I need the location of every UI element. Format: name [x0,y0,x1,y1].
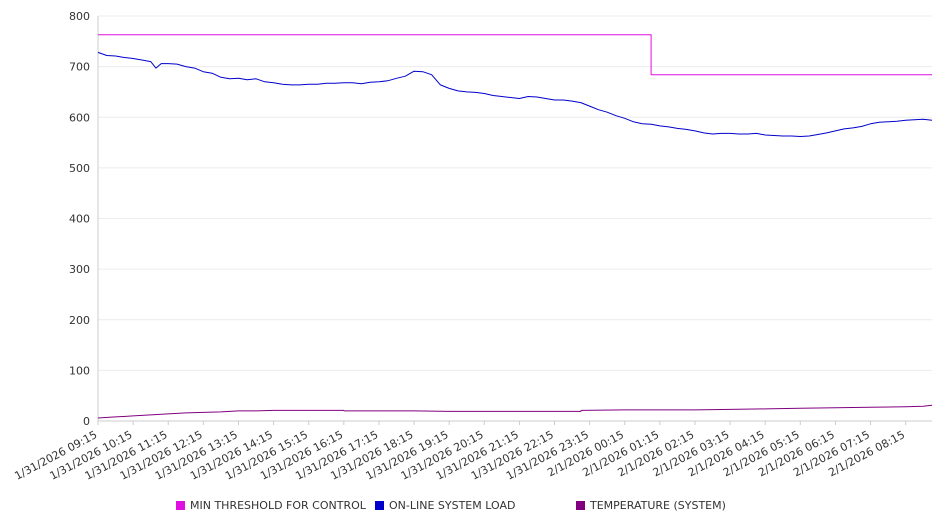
y-tick-label: 100 [69,364,90,377]
y-axis-ticks: 0 100 200 300 400 500 600 700 800 [69,10,90,428]
y-tick-label: 600 [69,111,90,124]
y-tick-label: 400 [69,213,90,226]
series-line-min-threshold-for-control [98,34,932,76]
y-tick-label: 700 [69,61,90,74]
legend-swatch-system-load [375,501,384,510]
series-lines [97,34,933,419]
legend-label-temperature: TEMPERATURE (SYSTEM) [589,499,726,512]
grid-lines [98,15,932,371]
legend-label-system-load: ON-LINE SYSTEM LOAD [389,499,515,512]
legend-swatch-temperature [576,501,585,510]
legend-label-min-threshold: MIN THRESHOLD FOR CONTROL [190,499,367,512]
series-line-on-line-system-load [97,51,933,137]
axes [97,16,932,422]
series-line-temperature-system [97,404,933,419]
legend: MIN THRESHOLD FOR CONTROL ON-LINE SYSTEM… [176,499,726,512]
legend-swatch-min-threshold [176,501,185,510]
y-tick-label: 800 [69,10,90,23]
legend-item-system-load[interactable]: ON-LINE SYSTEM LOAD [375,499,515,512]
x-axis-ticks: 1/31/2026 09:151/31/2026 10:151/31/2026 … [12,421,907,483]
y-tick-label: 500 [69,162,90,175]
y-tick-label: 300 [69,263,90,276]
legend-item-min-threshold[interactable]: MIN THRESHOLD FOR CONTROL [176,499,367,512]
y-tick-label: 200 [69,314,90,327]
legend-item-temperature[interactable]: TEMPERATURE (SYSTEM) [576,499,726,512]
y-tick-label: 0 [83,415,90,428]
